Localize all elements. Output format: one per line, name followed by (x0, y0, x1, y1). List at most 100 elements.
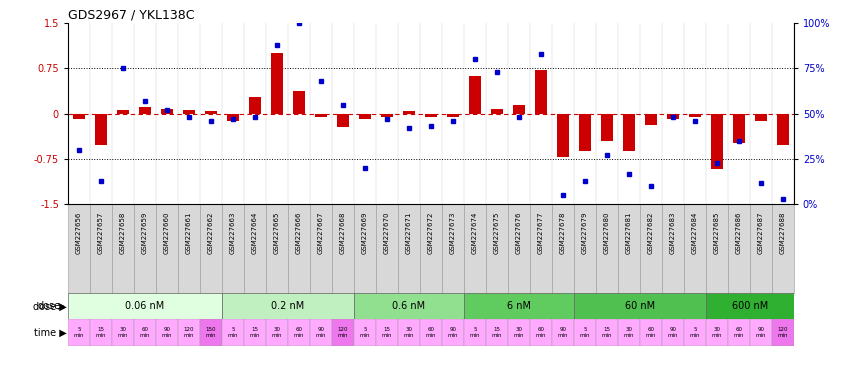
Bar (310, 205, 332, 293)
Text: GSM227667: GSM227667 (318, 212, 323, 254)
Bar (205, 111, 217, 114)
Bar (596, 319, 618, 346)
Bar (310, 319, 332, 346)
Bar (574, 293, 706, 319)
Text: dose: dose (38, 301, 61, 311)
Text: GSM227682: GSM227682 (648, 212, 654, 254)
Bar (244, 205, 266, 293)
Bar (464, 319, 486, 346)
Text: 5
min: 5 min (228, 327, 239, 338)
Text: GSM227680: GSM227680 (604, 212, 610, 254)
Bar (156, 205, 178, 293)
Text: GSM227671: GSM227671 (406, 212, 412, 254)
Bar (178, 319, 200, 346)
Text: 30
min: 30 min (403, 327, 414, 338)
Text: 90
min: 90 min (161, 327, 172, 338)
Text: 0.6 nM: 0.6 nM (392, 301, 425, 311)
Text: 60
min: 60 min (139, 327, 150, 338)
Bar (777, 114, 789, 145)
Bar (469, 76, 481, 114)
Bar (618, 319, 640, 346)
Bar (68, 319, 90, 346)
Bar (644, 114, 657, 125)
Bar (596, 205, 618, 293)
Text: 150
min: 150 min (205, 327, 216, 338)
Text: GSM227674: GSM227674 (472, 212, 478, 254)
Text: 120
min: 120 min (338, 327, 348, 338)
Text: 5
min: 5 min (580, 327, 590, 338)
Text: 15
min: 15 min (250, 327, 260, 338)
Bar (552, 205, 574, 293)
Bar (288, 319, 310, 346)
Bar (244, 319, 266, 346)
Bar (178, 205, 200, 293)
Text: 30
min: 30 min (118, 327, 128, 338)
Bar (579, 114, 591, 151)
Text: GSM227665: GSM227665 (274, 212, 280, 254)
Bar (486, 205, 508, 293)
Text: 120
min: 120 min (183, 327, 194, 338)
Text: GSM227687: GSM227687 (758, 212, 764, 254)
Text: GSM227684: GSM227684 (692, 212, 698, 254)
Bar (293, 91, 305, 114)
Text: 60
min: 60 min (425, 327, 436, 338)
Bar (139, 106, 151, 114)
Text: GSM227672: GSM227672 (428, 212, 434, 254)
Text: GSM227658: GSM227658 (120, 212, 126, 254)
Bar (160, 109, 173, 114)
Bar (464, 205, 486, 293)
Text: 0.2 nM: 0.2 nM (272, 301, 305, 311)
Bar (711, 114, 722, 169)
Bar (486, 319, 508, 346)
Bar (222, 319, 244, 346)
Text: GSM227683: GSM227683 (670, 212, 676, 254)
Bar (354, 205, 376, 293)
Text: 60
min: 60 min (294, 327, 304, 338)
Text: GSM227666: GSM227666 (296, 212, 302, 254)
Bar (491, 109, 503, 114)
Text: 30
min: 30 min (623, 327, 634, 338)
Bar (662, 319, 683, 346)
Bar (508, 205, 530, 293)
Bar (183, 110, 195, 114)
Text: 5
min: 5 min (360, 327, 370, 338)
Bar (441, 205, 464, 293)
Text: 60
min: 60 min (536, 327, 546, 338)
Bar (200, 205, 222, 293)
Bar (530, 205, 552, 293)
Text: GSM227657: GSM227657 (98, 212, 104, 254)
Bar (535, 70, 547, 114)
Text: GDS2967 / YKL138C: GDS2967 / YKL138C (68, 9, 194, 22)
Bar (359, 114, 371, 119)
Text: 15
min: 15 min (492, 327, 502, 338)
Text: time ▶: time ▶ (34, 328, 67, 338)
Bar (618, 205, 640, 293)
Bar (420, 319, 441, 346)
Bar (772, 319, 794, 346)
Text: GSM227676: GSM227676 (516, 212, 522, 254)
Text: GSM227678: GSM227678 (559, 212, 565, 254)
Text: 15
min: 15 min (96, 327, 106, 338)
Text: GSM227662: GSM227662 (208, 212, 214, 254)
Text: GSM227661: GSM227661 (186, 212, 192, 254)
Bar (530, 319, 552, 346)
Text: GSM227663: GSM227663 (230, 212, 236, 254)
Bar (750, 319, 772, 346)
Bar (95, 114, 107, 145)
Text: 60 nM: 60 nM (625, 301, 655, 311)
Text: GSM227669: GSM227669 (362, 212, 368, 254)
Text: GSM227685: GSM227685 (714, 212, 720, 254)
Text: 60
min: 60 min (734, 327, 744, 338)
Bar (755, 114, 767, 121)
Text: 15
min: 15 min (602, 327, 612, 338)
Bar (574, 205, 596, 293)
Text: GSM227681: GSM227681 (626, 212, 632, 254)
Text: 90
min: 90 min (756, 327, 766, 338)
Text: GSM227656: GSM227656 (76, 212, 82, 254)
Bar (398, 205, 420, 293)
Bar (354, 319, 376, 346)
Bar (90, 205, 112, 293)
Text: 90
min: 90 min (447, 327, 458, 338)
Text: GSM227668: GSM227668 (340, 212, 346, 254)
Bar (332, 319, 354, 346)
